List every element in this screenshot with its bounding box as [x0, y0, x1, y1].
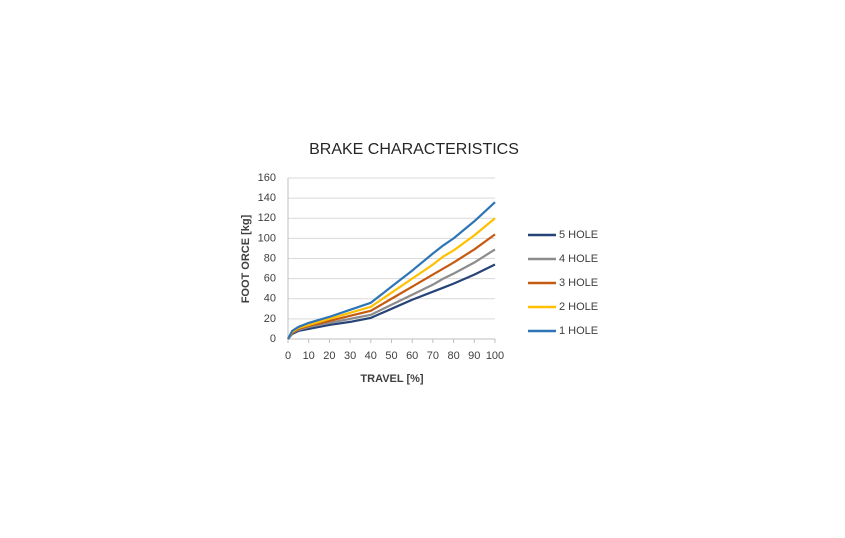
legend-label: 2 HOLE — [559, 301, 598, 313]
legend-label: 5 HOLE — [559, 229, 598, 241]
y-tick-label: 120 — [258, 212, 276, 224]
y-tick-label: 60 — [264, 273, 276, 285]
x-tick-label: 80 — [447, 350, 459, 362]
legend-label: 3 HOLE — [559, 277, 598, 289]
x-tick-label: 60 — [406, 350, 418, 362]
series-line — [287, 201, 496, 340]
x-tick-label: 0 — [285, 350, 291, 362]
y-axis-label: FOOT ORCE [kg] — [240, 214, 252, 303]
y-tick-label: 160 — [258, 172, 276, 184]
x-tick-label: 40 — [365, 350, 377, 362]
series-line — [287, 263, 496, 340]
legend-label: 4 HOLE — [559, 253, 598, 265]
y-tick-label: 40 — [264, 293, 276, 305]
chart-title: BRAKE CHARACTERISTICS — [309, 141, 519, 158]
x-tick-label: 70 — [427, 350, 439, 362]
y-tick-label: 20 — [264, 313, 276, 325]
legend-label: 1 HOLE — [559, 325, 598, 337]
x-tick-label: 10 — [303, 350, 315, 362]
series-line — [287, 248, 496, 340]
y-tick-label: 100 — [258, 232, 276, 244]
x-tick-label: 90 — [468, 350, 480, 362]
x-tick-label: 50 — [385, 350, 397, 362]
x-axis-label: TRAVEL [%] — [360, 373, 423, 385]
y-tick-label: 0 — [270, 333, 276, 345]
x-tick-label: 20 — [323, 350, 335, 362]
x-tick-label: 30 — [344, 350, 356, 362]
y-tick-label: 140 — [258, 192, 276, 204]
x-tick-label: 100 — [486, 350, 504, 362]
y-tick-label: 80 — [264, 252, 276, 264]
